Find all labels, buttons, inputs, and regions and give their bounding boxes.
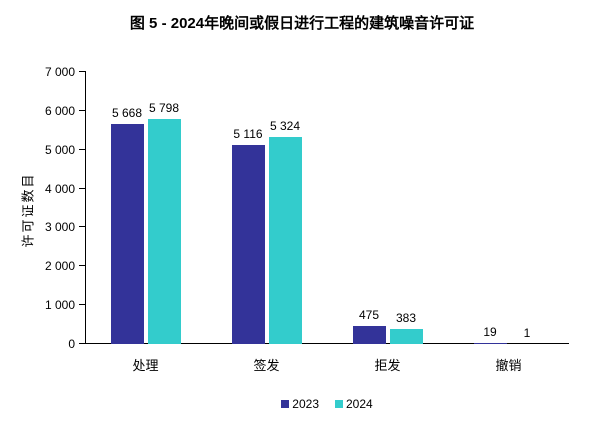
legend-label-2024: 2024 bbox=[346, 397, 373, 411]
y-axis-tick bbox=[79, 187, 86, 189]
bar-2024 bbox=[147, 118, 181, 344]
bar-value-label: 475 bbox=[358, 307, 380, 322]
y-axis-tick bbox=[79, 109, 86, 111]
bar-2023 bbox=[352, 325, 386, 344]
bar-value-label: 5 668 bbox=[111, 105, 143, 120]
x-category-label: 撤销 bbox=[495, 358, 522, 373]
chart-title: 图 5 - 2024年晚间或假日进行工程的建筑噪音许可证 bbox=[129, 15, 475, 32]
y-axis-tick bbox=[79, 304, 86, 306]
bar-value-label: 383 bbox=[395, 311, 417, 326]
y-axis-tick-label: 2 000 bbox=[44, 259, 75, 274]
y-axis-tick bbox=[79, 226, 86, 228]
y-axis-tick-label: 6 000 bbox=[44, 103, 75, 118]
y-axis-tick bbox=[79, 148, 86, 150]
y-axis-tick-label: 7 000 bbox=[44, 65, 75, 79]
legend-label-2023: 2023 bbox=[292, 397, 319, 411]
y-axis-tick-label: 4 000 bbox=[44, 181, 75, 196]
bar-value-label: 19 bbox=[483, 325, 497, 340]
legend-swatch-2024 bbox=[335, 400, 343, 408]
x-category-label: 处理 bbox=[132, 358, 159, 373]
bar-2023 bbox=[110, 123, 144, 344]
y-axis-tick-label: 5 000 bbox=[44, 142, 75, 157]
bar-2023 bbox=[231, 145, 265, 344]
y-axis-tick-label: 0 bbox=[68, 337, 75, 351]
bar-2024 bbox=[268, 137, 302, 344]
legend-item-2024: 2024 bbox=[335, 398, 373, 410]
x-category-label: 拒发 bbox=[374, 358, 401, 373]
bar-value-label: 5 116 bbox=[233, 127, 263, 142]
y-axis-tick-label: 3 000 bbox=[44, 220, 75, 235]
plot-area bbox=[85, 72, 569, 344]
y-axis-tick bbox=[79, 343, 86, 344]
legend-swatch-2023 bbox=[281, 400, 290, 408]
bar-value-label: 1 bbox=[523, 325, 531, 340]
bar-2023 bbox=[473, 343, 507, 344]
y-axis-tick bbox=[79, 71, 86, 72]
legend: 2023 2024 bbox=[85, 398, 569, 410]
y-axis-tick bbox=[79, 265, 86, 267]
legend-item-2023: 2023 bbox=[281, 398, 319, 410]
x-category-label: 签发 bbox=[253, 358, 280, 373]
bar-value-label: 5 798 bbox=[148, 100, 180, 115]
bar-value-label: 5 324 bbox=[269, 119, 301, 134]
bar-2024 bbox=[389, 329, 423, 344]
y-axis-tick-label: 1 000 bbox=[44, 298, 75, 313]
